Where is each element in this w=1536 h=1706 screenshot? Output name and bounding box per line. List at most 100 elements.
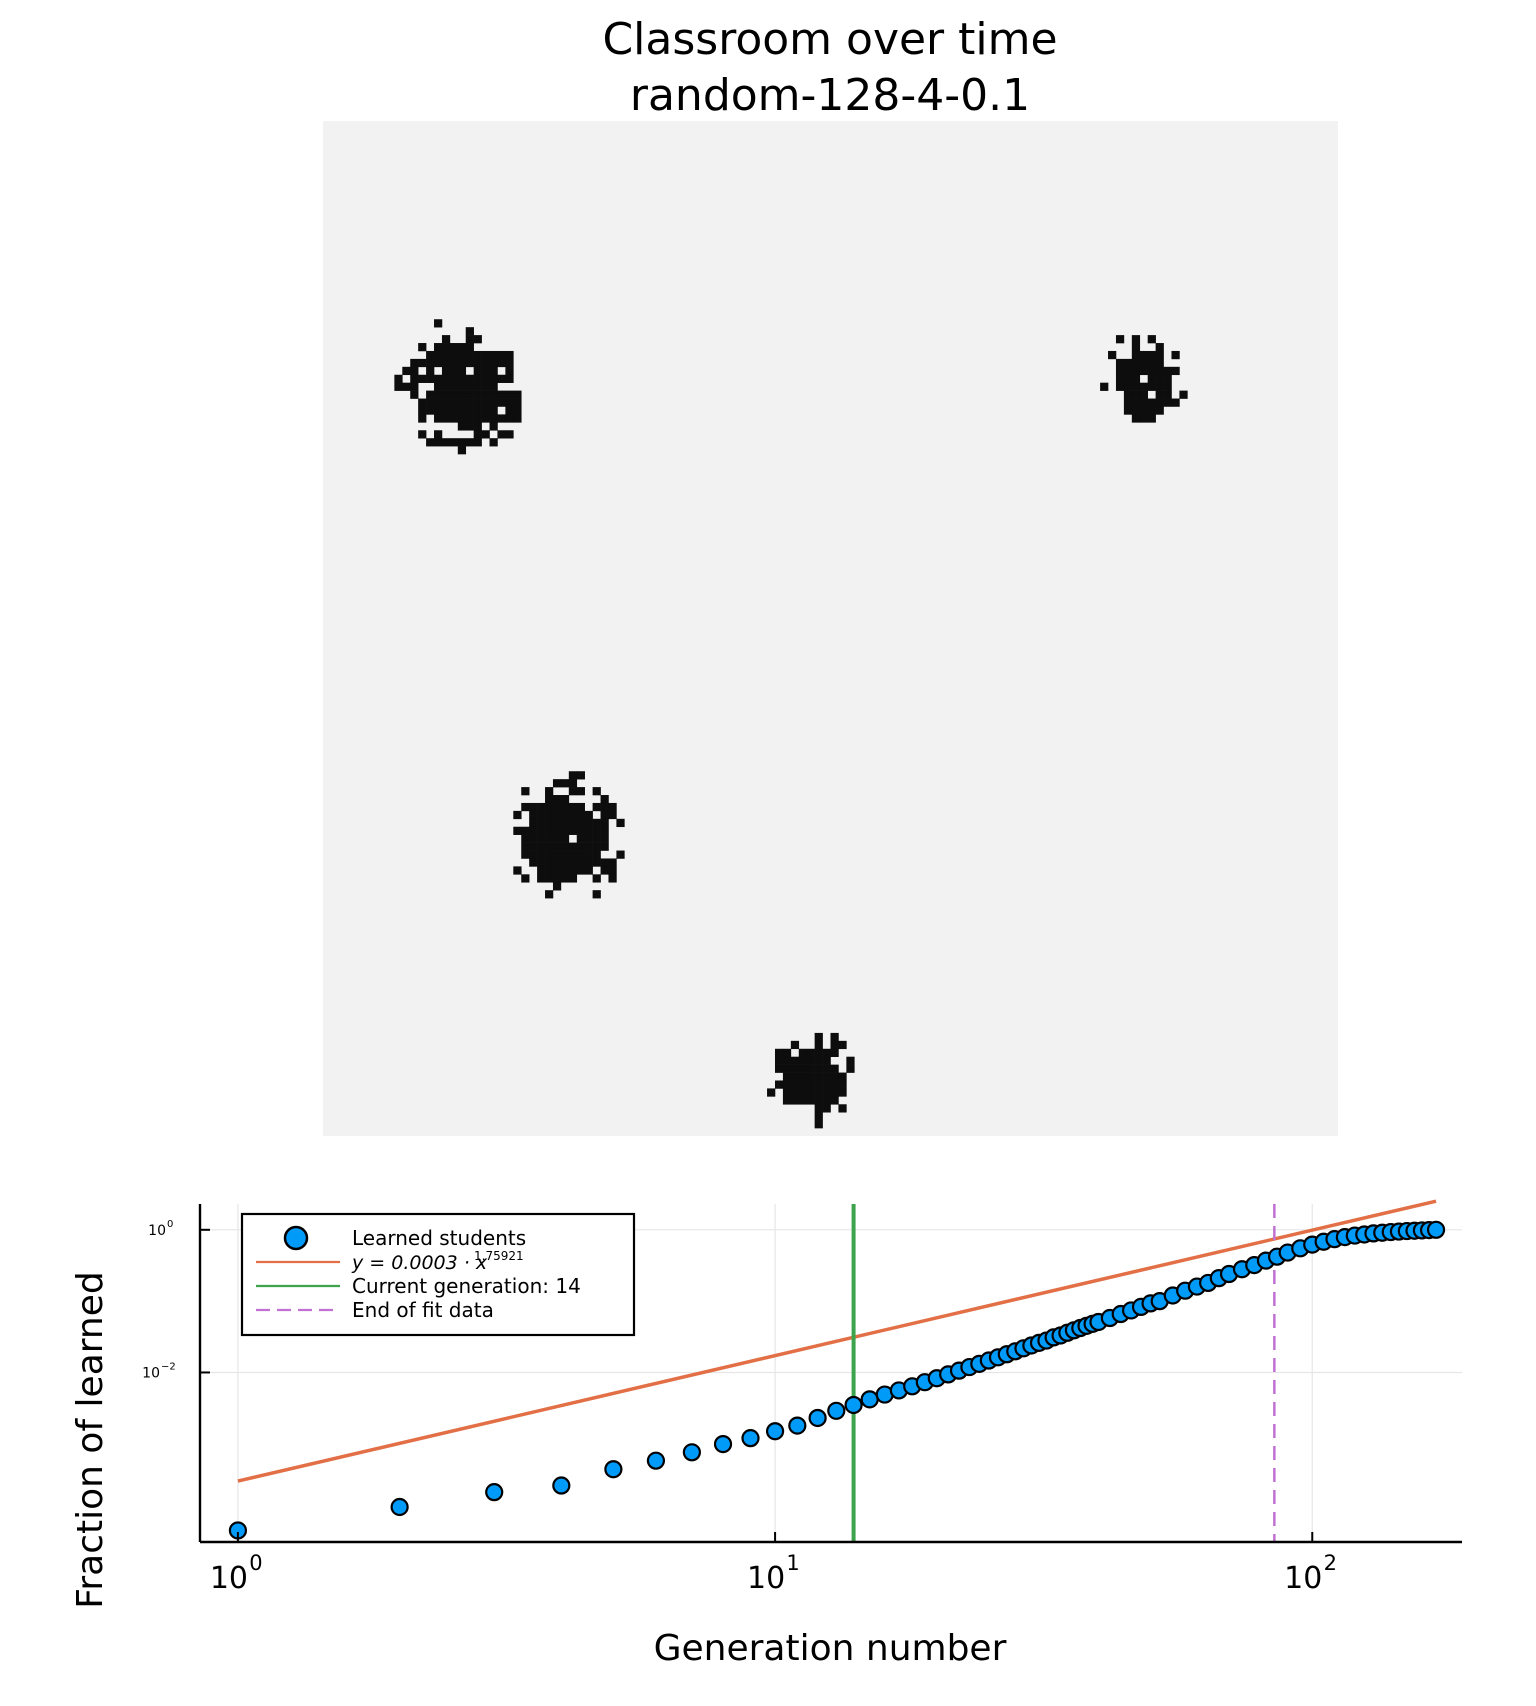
learned-cell <box>529 802 538 812</box>
learned-cell <box>608 858 617 867</box>
data-point <box>713 1435 733 1454</box>
learned-cell <box>505 406 514 415</box>
data-point <box>765 1422 785 1441</box>
learned-cell <box>1108 350 1117 360</box>
learned-cell <box>592 858 601 867</box>
learned-cell <box>441 358 451 368</box>
learned-cell <box>489 366 498 376</box>
learned-cell <box>600 818 609 828</box>
learned-cell <box>560 818 570 828</box>
learned-cell <box>545 834 554 843</box>
learned-cell <box>774 1080 784 1089</box>
learned-cell <box>489 438 498 447</box>
learned-cell <box>1155 358 1164 368</box>
learned-cell <box>822 1056 831 1065</box>
learned-cell <box>426 398 435 407</box>
learned-cell <box>410 366 419 376</box>
learned-cell <box>1131 350 1141 360</box>
learned-cell <box>497 390 506 399</box>
learned-cell <box>1131 414 1141 423</box>
data-point <box>860 1390 879 1409</box>
learned-cell <box>830 1072 839 1081</box>
learned-cell <box>505 350 514 360</box>
learned-cell <box>473 406 482 415</box>
learned-cell <box>798 1096 808 1105</box>
learned-cell <box>806 1088 815 1097</box>
learned-cell <box>584 850 593 859</box>
learned-cell <box>584 858 593 867</box>
learned-cell <box>473 366 482 376</box>
learned-cell <box>489 406 498 415</box>
learned-cell <box>790 1088 800 1097</box>
learned-cell <box>457 358 467 368</box>
learned-cell <box>489 374 498 383</box>
learned-cell <box>521 874 530 883</box>
learned-cell <box>481 350 490 360</box>
learned-cell <box>449 358 459 368</box>
learned-cell <box>560 810 570 820</box>
learned-cell <box>1123 366 1133 376</box>
learned-cell <box>481 414 490 423</box>
learned-cell <box>1131 390 1141 399</box>
learned-cell <box>418 343 427 352</box>
learned-cell <box>465 390 474 399</box>
learned-cell <box>782 1080 792 1089</box>
learned-cell <box>1147 414 1156 423</box>
learned-cell <box>568 771 578 780</box>
learned-cell <box>441 335 451 344</box>
heatmap-background <box>323 121 1338 1136</box>
learned-cell <box>1155 366 1164 376</box>
x-tick-exponent: 1 <box>786 1551 799 1575</box>
learned-cell <box>545 810 554 820</box>
learned-cell <box>529 818 538 828</box>
learned-cell <box>457 390 467 399</box>
learned-cell <box>822 1072 831 1081</box>
learned-cell <box>782 1072 792 1081</box>
learned-cell <box>584 818 593 828</box>
learned-cell <box>505 414 514 423</box>
learned-cell <box>822 1096 831 1105</box>
learned-cell <box>798 1048 808 1057</box>
learned-cell <box>513 826 522 835</box>
learned-cell <box>1171 398 1180 407</box>
learned-cell <box>830 1040 839 1050</box>
learned-cell <box>545 890 554 899</box>
learned-cell <box>465 422 474 431</box>
learned-cell <box>822 1088 831 1097</box>
learned-cell <box>822 1064 831 1073</box>
x-tick-exponent: 2 <box>1324 1551 1337 1575</box>
learned-cell <box>1155 390 1164 399</box>
learned-cell <box>552 850 562 859</box>
learned-cell <box>1171 366 1180 376</box>
learned-cell <box>1147 366 1156 376</box>
learned-cell <box>600 834 609 843</box>
learned-cell <box>576 787 585 796</box>
learned-cell <box>457 398 467 407</box>
legend-label: End of fit data <box>352 1298 494 1322</box>
learned-cell <box>394 382 403 391</box>
learned-cell <box>418 398 427 407</box>
learned-cell <box>1131 382 1141 391</box>
learned-cell <box>521 850 530 859</box>
learned-cell <box>441 366 451 376</box>
learned-cell <box>1155 406 1164 415</box>
learned-cell <box>1123 406 1133 415</box>
learned-cell <box>576 818 585 828</box>
learned-cell <box>434 358 443 368</box>
learned-cell <box>481 358 490 368</box>
learned-cell <box>545 866 554 875</box>
learned-cell <box>473 414 482 423</box>
learned-cell <box>608 810 617 820</box>
learned-cell <box>560 866 570 875</box>
learned-cell <box>1163 382 1172 391</box>
learned-cell <box>560 834 570 843</box>
learned-cell <box>616 850 625 859</box>
learned-cell <box>552 779 562 788</box>
learned-cell <box>473 438 482 447</box>
learned-cell <box>441 414 451 423</box>
learned-cell <box>481 398 490 407</box>
learned-cell <box>552 818 562 828</box>
learned-cell <box>481 374 490 383</box>
data-point <box>1426 1220 1446 1239</box>
chart-title-line1: Classroom over time <box>602 14 1058 65</box>
